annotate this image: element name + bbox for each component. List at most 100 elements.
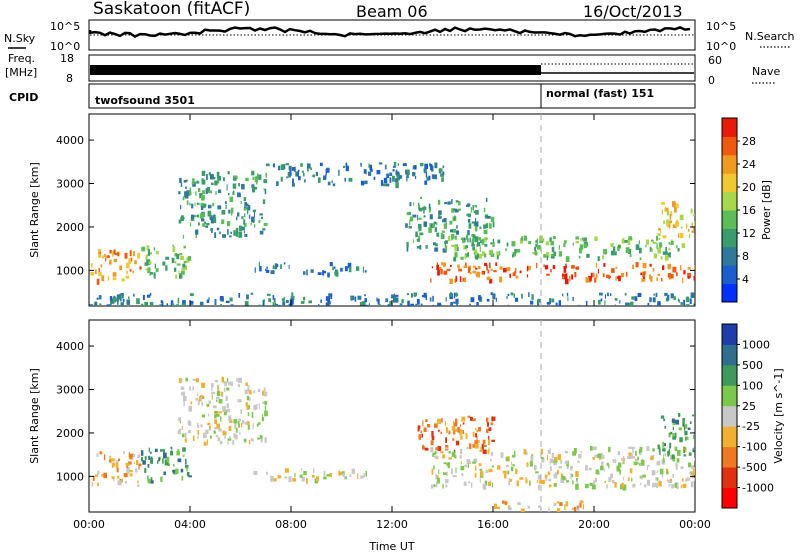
echo-cell [458, 201, 461, 206]
echo-cell [530, 301, 532, 305]
echo-cell [516, 480, 519, 487]
echo-cell [134, 260, 137, 265]
echo-cell [507, 293, 510, 297]
echo-cell [600, 298, 603, 302]
echo-cell [227, 438, 232, 441]
echo-cell [548, 478, 552, 482]
echo-cell [423, 427, 427, 433]
echo-cell [556, 508, 561, 512]
echo-cell [485, 223, 489, 228]
echo-cell [623, 460, 625, 464]
echo-cell [616, 465, 620, 472]
echo-cell [290, 296, 294, 302]
echo-cell [207, 187, 211, 193]
echo-cell [655, 477, 658, 481]
echo-cell [233, 230, 236, 236]
echo-cell [677, 248, 680, 252]
echo-cell [238, 183, 240, 187]
echo-cell [286, 176, 288, 179]
echo-cell [103, 454, 106, 461]
echo-cell [460, 465, 465, 471]
colorbar-cell [722, 405, 737, 427]
echo-cell [583, 243, 587, 249]
echo-cell [536, 238, 539, 245]
echo-cell [378, 162, 383, 165]
echo-cell [582, 504, 585, 510]
echo-cell [190, 222, 192, 227]
echo-cell [240, 422, 243, 428]
echo-cell [424, 180, 428, 185]
echo-cell [492, 241, 495, 247]
echo-cell [210, 228, 212, 232]
echo-cell [606, 462, 609, 466]
echo-cell [292, 178, 295, 185]
echo-cell [217, 175, 221, 181]
echo-cell [578, 454, 582, 459]
echo-cell [298, 175, 301, 181]
echo-cell [542, 479, 545, 484]
echo-cell [214, 379, 219, 383]
echo-cell [680, 466, 684, 469]
echo-cell [640, 482, 642, 485]
echo-cell [201, 170, 206, 176]
echo-cell [483, 207, 486, 213]
echo-cell [235, 427, 238, 433]
echo-cell [196, 214, 200, 218]
echo-cell [453, 301, 457, 304]
echo-cell [574, 272, 576, 277]
echo-cell [138, 463, 142, 467]
echo-cell [475, 433, 478, 438]
echo-cell [306, 269, 308, 276]
echo-cell [209, 435, 212, 439]
echo-cell [266, 293, 271, 296]
echo-cell [672, 473, 674, 478]
echo-cell [260, 438, 263, 443]
echo-cell [253, 186, 256, 190]
echo-cell [617, 245, 621, 248]
echo-cell [116, 467, 119, 473]
echo-cell [628, 452, 632, 456]
echo-cell [223, 409, 227, 416]
echo-cell [233, 419, 238, 424]
echo-cell [329, 262, 333, 267]
echo-cell [656, 477, 659, 481]
echo-cell [188, 475, 192, 478]
echo-cell [203, 221, 206, 225]
echo-cell [128, 296, 130, 299]
echo-cell [145, 255, 148, 260]
echo-cell [672, 266, 677, 273]
echo-cell [357, 473, 359, 479]
echo-cell [348, 266, 352, 273]
echo-cell [393, 296, 397, 303]
echo-cell [318, 303, 320, 306]
echo-cell [181, 267, 186, 271]
colorbar-tick-label: 25 [742, 400, 756, 413]
echo-cell [112, 296, 115, 303]
echo-cell [693, 303, 695, 306]
echo-cell [109, 296, 113, 301]
echo-cell [449, 293, 452, 297]
echo-cell [401, 299, 404, 304]
colorbar-cell [722, 446, 737, 468]
echo-cell [217, 205, 222, 210]
echo-cell [208, 400, 211, 405]
echo-cell [440, 451, 444, 454]
y-tick-label: 3000 [56, 178, 84, 191]
echo-cell [588, 467, 592, 471]
echo-cell [221, 376, 224, 383]
echo-cell [444, 241, 448, 244]
echo-cell [323, 476, 327, 480]
echo-cell [687, 427, 691, 430]
echo-cell [580, 238, 582, 242]
nsky-trace [88, 26, 694, 39]
echo-cell [679, 214, 684, 221]
region-7 [657, 413, 695, 459]
echo-cell [438, 168, 443, 172]
echo-cell [682, 277, 684, 284]
echo-cell [291, 292, 294, 298]
echo-cell [690, 471, 692, 474]
echo-cell [621, 273, 625, 278]
echo-cell [692, 469, 695, 475]
echo-cell [137, 253, 141, 259]
